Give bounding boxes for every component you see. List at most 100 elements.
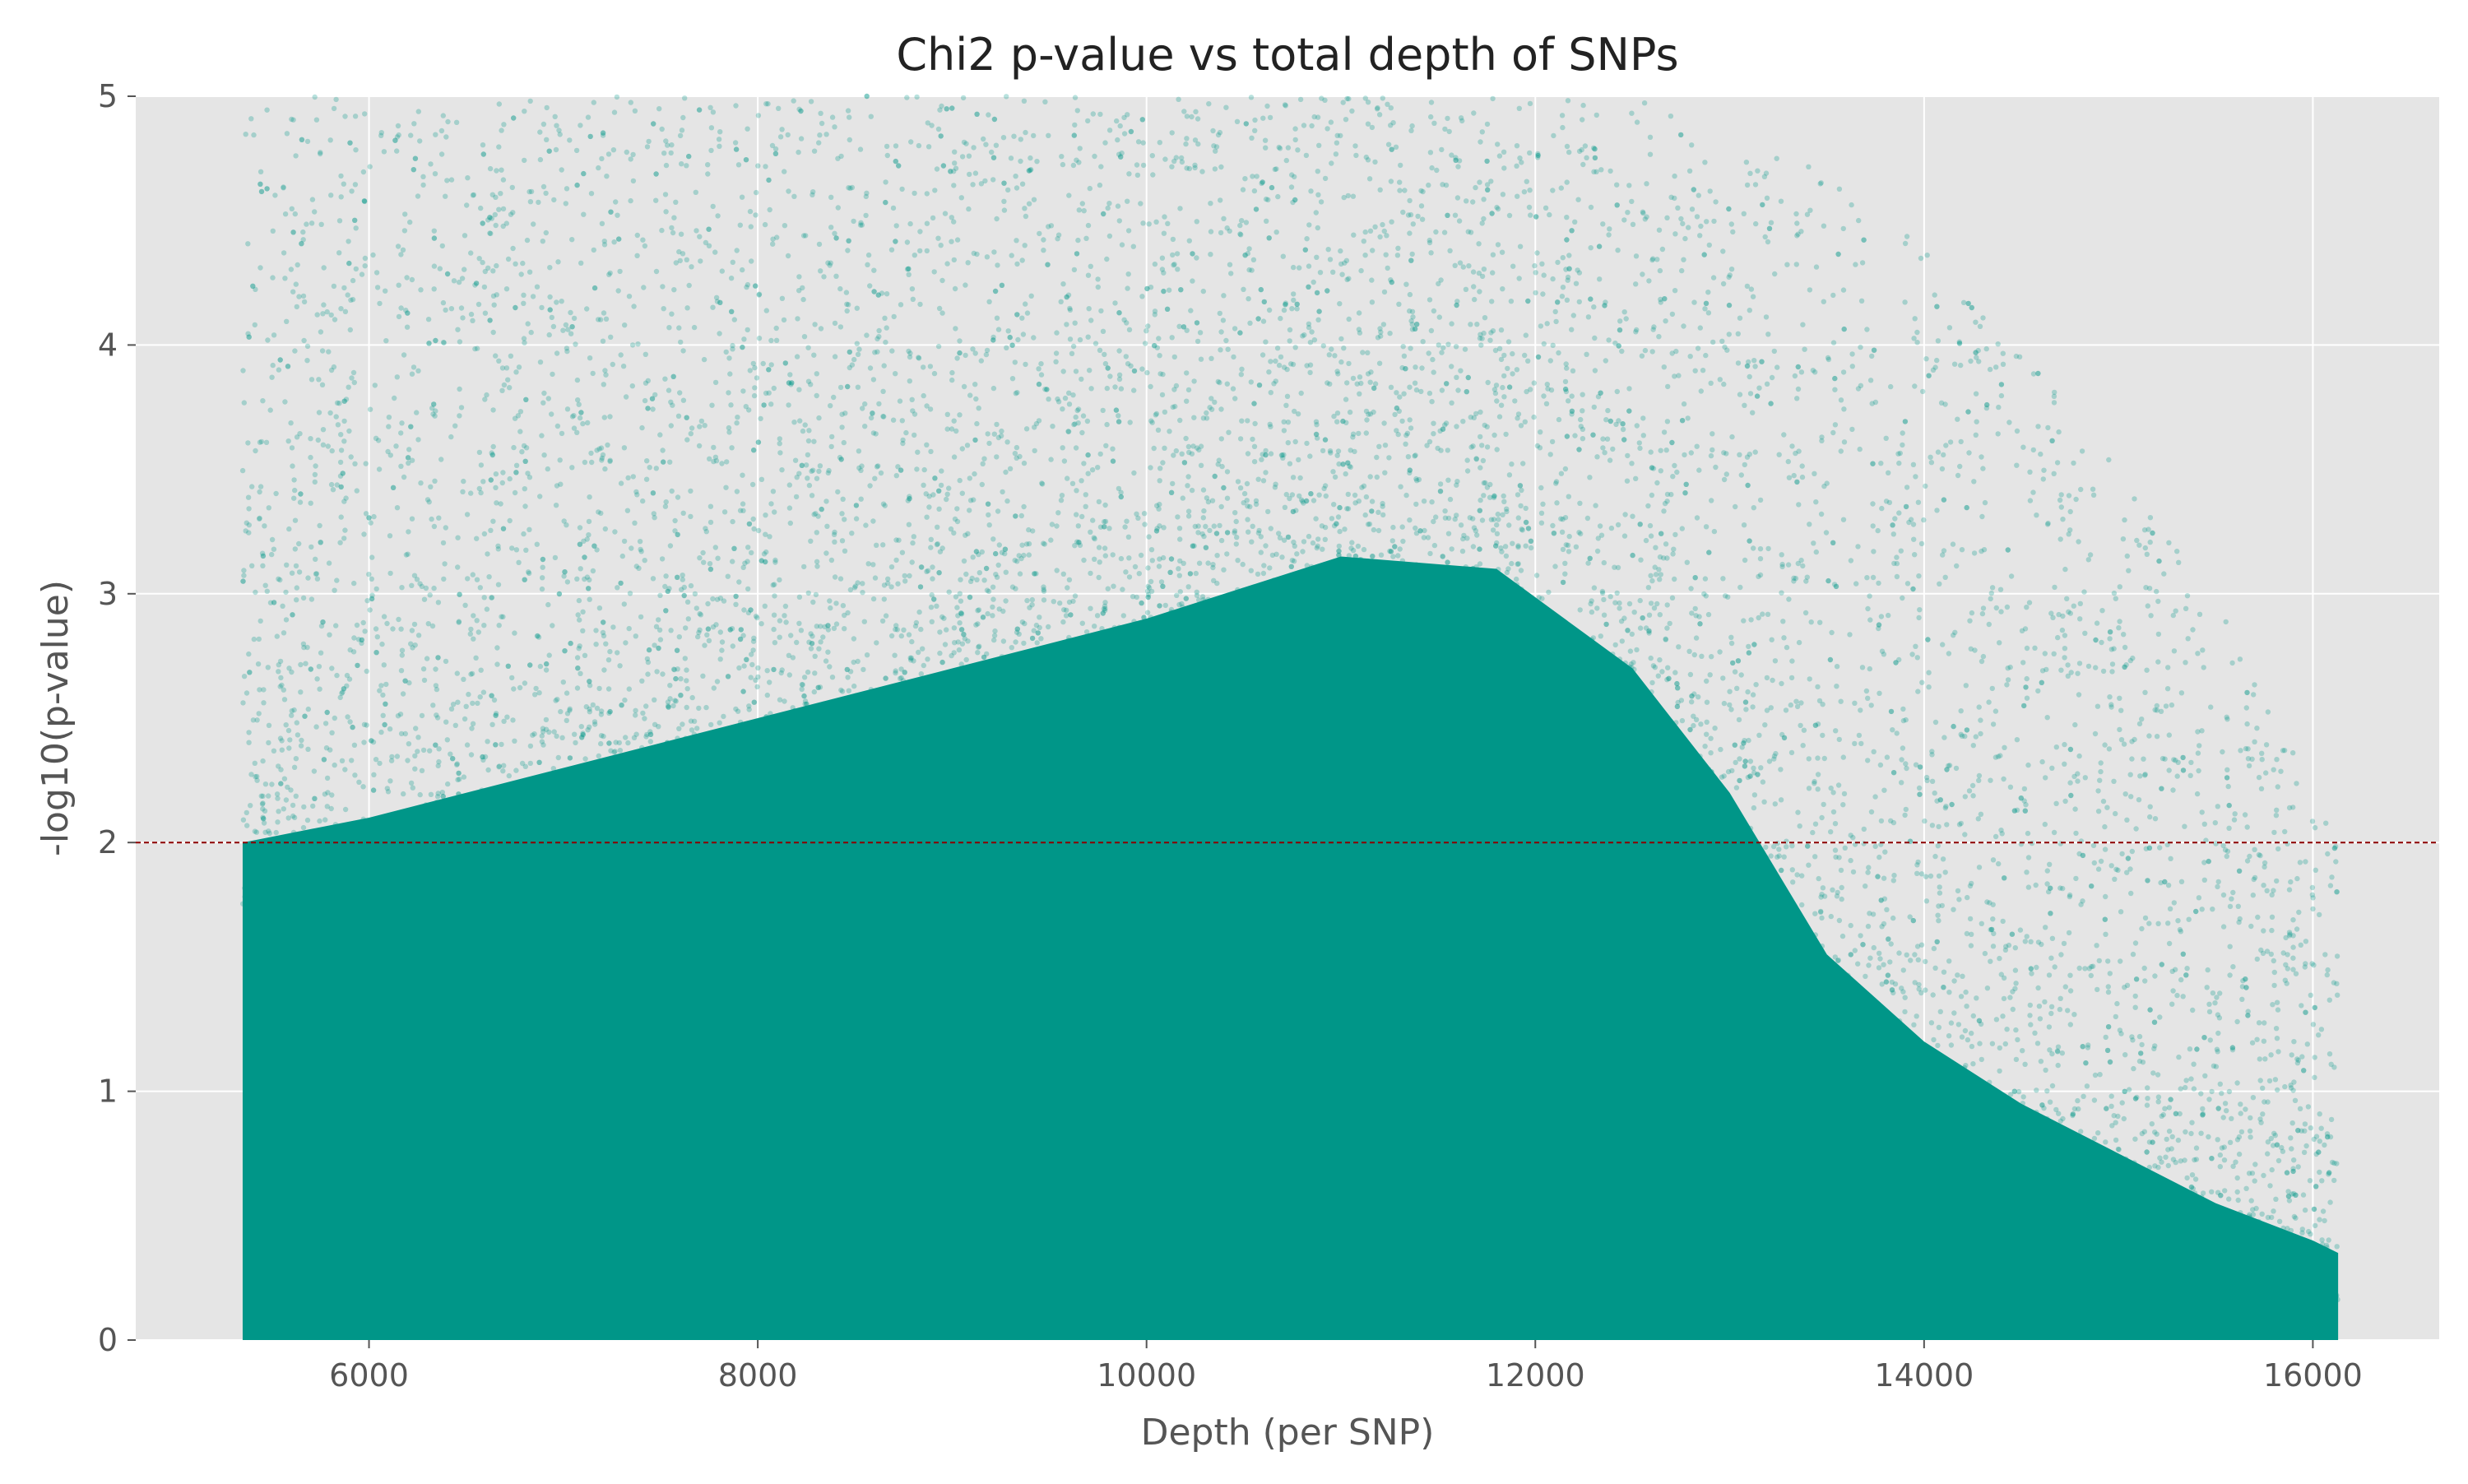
data-point	[1658, 448, 1663, 453]
data-point	[812, 689, 817, 694]
data-point	[2195, 651, 2200, 656]
data-point	[1261, 571, 1266, 576]
data-point	[782, 318, 786, 322]
data-point	[1455, 164, 1460, 169]
data-point	[1588, 601, 1593, 606]
data-point	[2129, 739, 2134, 744]
data-point	[2288, 1083, 2293, 1087]
data-point	[720, 268, 725, 273]
data-point	[1431, 121, 1436, 126]
data-point	[1977, 865, 1982, 870]
data-point	[1664, 499, 1669, 503]
data-point	[603, 526, 608, 531]
data-point	[353, 114, 358, 118]
data-point	[1793, 211, 1798, 216]
data-point	[308, 501, 313, 506]
data-point	[644, 477, 649, 482]
data-point	[847, 365, 852, 370]
data-point	[2127, 866, 2132, 871]
data-point	[2221, 1115, 2226, 1120]
data-point	[2081, 1094, 2085, 1099]
data-point	[629, 545, 633, 550]
data-point	[2001, 362, 2006, 367]
data-point	[1955, 888, 1960, 893]
data-point	[2067, 780, 2072, 785]
data-point	[718, 596, 723, 601]
data-point	[863, 522, 868, 527]
data-point	[1839, 897, 1844, 902]
data-point	[1394, 390, 1399, 395]
data-point	[295, 585, 299, 590]
data-point	[1196, 523, 1201, 528]
data-point	[1146, 534, 1151, 539]
data-point	[1895, 730, 1900, 735]
data-point	[2028, 939, 2033, 944]
data-point	[1509, 461, 1514, 466]
data-point	[1004, 345, 1009, 350]
data-point	[1779, 681, 1784, 686]
data-point	[309, 220, 314, 225]
data-point	[627, 626, 632, 631]
data-point	[861, 667, 865, 672]
data-point	[312, 209, 317, 214]
data-point	[1208, 201, 1213, 206]
data-point	[1023, 214, 1028, 219]
data-point	[1260, 116, 1265, 121]
data-point	[1841, 226, 1846, 231]
data-point	[2037, 1004, 2042, 1009]
data-point	[1075, 108, 1080, 113]
data-point	[1009, 155, 1014, 160]
data-point	[2200, 1106, 2205, 1111]
data-point	[1734, 686, 1739, 691]
data-point	[2173, 609, 2178, 614]
data-point	[1789, 658, 1794, 663]
data-point	[768, 401, 773, 406]
data-point	[1763, 234, 1768, 239]
data-point	[531, 731, 536, 736]
data-point	[1866, 924, 1871, 929]
data-point	[585, 420, 590, 425]
data-point	[564, 186, 569, 191]
data-point	[1706, 612, 1711, 617]
data-point	[1914, 1013, 1919, 1018]
data-point	[1368, 380, 1373, 385]
data-point	[2313, 1055, 2317, 1060]
data-point	[1366, 371, 1371, 376]
data-point	[1501, 494, 1506, 499]
data-point	[1881, 788, 1886, 793]
data-point	[1030, 597, 1035, 602]
data-point	[512, 630, 517, 635]
data-point	[415, 437, 420, 442]
data-point	[271, 749, 276, 754]
data-point	[810, 600, 815, 605]
data-point	[634, 253, 639, 258]
data-point	[313, 480, 318, 485]
data-point	[1036, 366, 1041, 371]
data-point	[1352, 493, 1357, 498]
data-point	[508, 476, 513, 481]
data-point	[1937, 884, 1942, 889]
data-point	[2221, 893, 2226, 897]
data-point	[2325, 967, 2330, 972]
data-point	[2111, 779, 2116, 784]
data-point	[1181, 109, 1186, 114]
data-point	[369, 520, 373, 525]
data-point	[1379, 553, 1384, 558]
data-point	[1384, 253, 1389, 257]
data-point	[1293, 345, 1298, 350]
data-point	[513, 416, 517, 421]
data-point	[1960, 974, 1965, 979]
data-point	[1607, 169, 1612, 174]
data-point	[292, 765, 297, 770]
data-point	[465, 512, 470, 517]
data-point	[2176, 1138, 2181, 1143]
data-point	[670, 703, 675, 708]
data-point	[1238, 436, 1243, 441]
data-point	[2289, 1052, 2294, 1057]
data-point	[246, 506, 251, 511]
data-point	[1728, 635, 1733, 640]
data-point	[696, 630, 701, 635]
data-point	[1904, 953, 1909, 958]
data-point	[430, 411, 435, 416]
data-point	[1634, 253, 1639, 258]
